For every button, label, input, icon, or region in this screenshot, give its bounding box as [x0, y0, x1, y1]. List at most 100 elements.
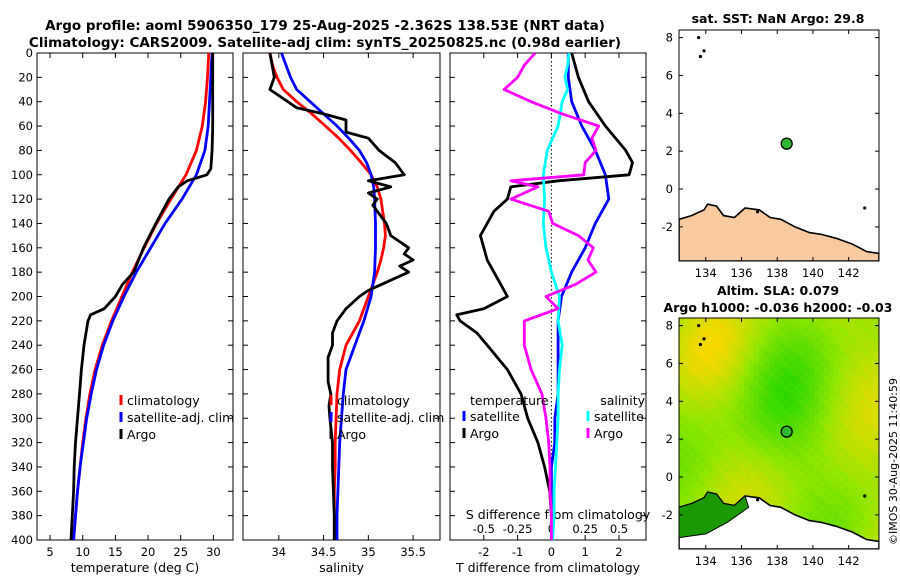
sla-cell [874, 332, 879, 338]
sla-cell [749, 476, 755, 483]
sla-cell [759, 385, 765, 391]
sla-cell [804, 491, 810, 497]
sla-cell [844, 346, 850, 353]
sla-cell [764, 366, 770, 372]
sla-cell [869, 375, 875, 382]
sla-cell [819, 433, 825, 439]
sla-cell [839, 520, 845, 526]
sla-cell [684, 481, 690, 488]
sla-cell [754, 366, 760, 372]
sla-cell [689, 375, 695, 382]
sla-cell [774, 375, 780, 382]
sla-cell [759, 399, 765, 406]
sla-cell [819, 332, 825, 338]
sla-cell [739, 452, 745, 459]
sla-coastal-shading [679, 491, 750, 539]
sla-cell [874, 515, 879, 521]
sla-cell [704, 337, 710, 343]
sla-cell [679, 496, 685, 502]
sla-cell [874, 395, 879, 401]
sla-cell [819, 467, 825, 473]
sla-cell [799, 366, 805, 372]
sla-cell [829, 399, 835, 406]
sla-cell [834, 409, 840, 415]
sla-cell [714, 472, 720, 478]
sla-cell [824, 356, 830, 362]
sla-cell [834, 476, 840, 483]
sla-cell [809, 433, 815, 439]
sla-cell [824, 481, 830, 488]
sla-cell [704, 399, 710, 406]
sla-cell [789, 327, 795, 334]
sla-cell [679, 332, 685, 338]
sla-cell [729, 491, 735, 497]
sla-cell [844, 457, 850, 463]
sla-cell [819, 447, 825, 454]
sla-cell [684, 500, 690, 507]
sla-cell [839, 380, 845, 386]
sla-cell [814, 395, 820, 401]
sla-cell [749, 423, 755, 430]
sla-cell [699, 346, 705, 353]
sla-cell [854, 443, 860, 449]
sla-cell [824, 443, 830, 449]
sla-cell [834, 496, 840, 502]
sla-cell [834, 390, 840, 396]
sla-cell [859, 399, 865, 406]
sla-cell [849, 476, 855, 483]
sla-cell [699, 395, 705, 401]
sla-cell [679, 342, 685, 348]
sla-cell [709, 404, 715, 411]
sla-cell [734, 375, 740, 382]
sla-cell [714, 380, 720, 386]
sla-cell [699, 481, 705, 488]
sla-cell [874, 462, 879, 468]
sla-cell [779, 327, 785, 334]
sla-cell [849, 409, 855, 415]
sla-cell [769, 447, 775, 454]
sla-cell [799, 457, 805, 463]
sla-cell [754, 457, 760, 463]
sla-cell [829, 423, 835, 430]
sla-cell [789, 399, 795, 406]
sla-cell [829, 515, 835, 521]
sla-cell [854, 500, 860, 507]
sla-cell [744, 433, 750, 439]
sla-cell [684, 322, 690, 329]
sla-cell [694, 472, 700, 478]
sla-cell [809, 322, 815, 329]
sla-cell [724, 438, 730, 444]
sla-cell [744, 351, 750, 358]
sla-cell [809, 351, 815, 358]
sla-cell [694, 443, 700, 449]
figure-title-line1: Argo profile: aoml 5906350_179 25-Aug-20… [45, 18, 605, 34]
sla-cell [789, 342, 795, 348]
sla-cell [779, 351, 785, 358]
sla-cell [799, 409, 805, 415]
sla-cell [844, 395, 850, 401]
sal-xtick-label: 35.5 [400, 545, 426, 559]
sla-cell [679, 452, 685, 459]
sla-cell [709, 390, 715, 396]
sla-cell [849, 452, 855, 459]
sla-cell [799, 346, 805, 353]
sla-cell [789, 433, 795, 439]
sla-cell [844, 380, 850, 386]
sla-cell [724, 409, 730, 415]
sla-cell [759, 404, 765, 411]
sla-cell [824, 419, 830, 425]
sla-cell [814, 481, 820, 488]
sla-cell [869, 447, 875, 454]
sla-cell [784, 370, 790, 377]
sla-cell [844, 322, 850, 329]
sla-cell [804, 327, 810, 334]
sla-cell [779, 457, 785, 463]
sla-cell [814, 385, 820, 391]
sla-cell [794, 361, 800, 367]
sla-cell [784, 342, 790, 348]
sla-cell [824, 520, 830, 526]
sla-cell [844, 361, 850, 367]
sla-cell [739, 428, 745, 435]
sla-cell [864, 332, 870, 338]
sla-cell [694, 395, 700, 401]
